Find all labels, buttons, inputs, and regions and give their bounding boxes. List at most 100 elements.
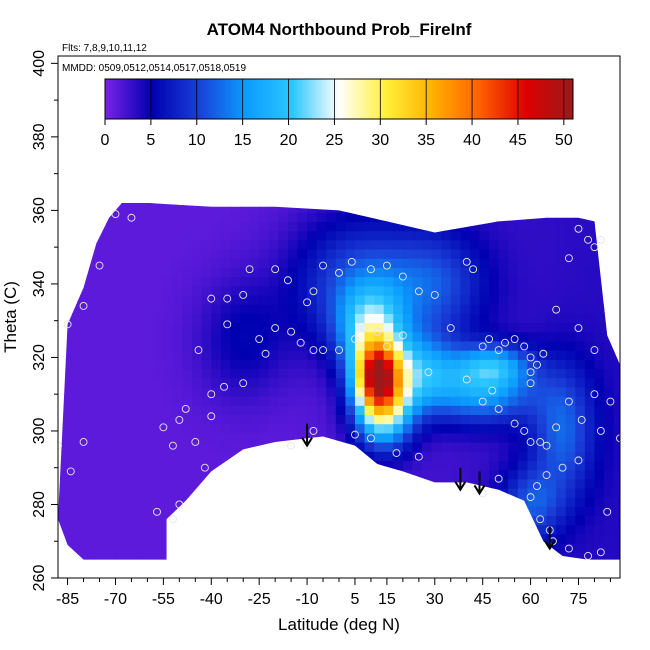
heatmap-cell: [96, 285, 107, 296]
heatmap-cell: [163, 230, 174, 241]
heatmap-cell: [153, 230, 164, 241]
heatmap-cell: [517, 203, 528, 213]
heatmap-cell: [96, 350, 107, 360]
heatmap-cell: [450, 285, 461, 296]
heatmap-cell: [182, 396, 193, 406]
heatmap-cell: [402, 203, 414, 213]
heatmap-cell: [287, 248, 299, 259]
heatmap-cell: [575, 423, 586, 434]
heatmap-cell: [536, 451, 548, 461]
heatmap-cell: [441, 478, 452, 489]
heatmap-cell: [115, 276, 126, 287]
heatmap-cell: [259, 285, 270, 296]
observation-point: [469, 265, 478, 274]
heatmap-cell: [383, 451, 394, 461]
heatmap-cell: [374, 487, 385, 498]
heatmap-cell: [335, 441, 346, 452]
heatmap-cell: [498, 203, 509, 204]
heatmap-cell: [105, 340, 117, 351]
heatmap-cell: [153, 478, 164, 489]
heatmap-cell: [393, 515, 404, 526]
heatmap-cell: [536, 414, 548, 425]
heatmap-cell: [297, 313, 308, 324]
observation-point: [616, 434, 620, 443]
heatmap-cell: [374, 248, 385, 259]
heatmap-cell: [182, 368, 193, 379]
heatmap-cell: [546, 552, 557, 560]
heatmap-cell: [527, 414, 538, 425]
heatmap-cell: [460, 212, 471, 223]
heatmap-cell: [192, 212, 203, 223]
x-tick-label: 60: [522, 591, 540, 608]
heatmap-cell: [393, 497, 404, 507]
heatmap-cell: [354, 203, 366, 204]
heatmap-cell: [536, 441, 548, 452]
heatmap-cell: [469, 377, 481, 388]
heatmap-cell: [67, 350, 78, 360]
heatmap-cell: [326, 405, 337, 416]
heatmap-cell: [604, 460, 615, 471]
heatmap-cell: [259, 451, 270, 461]
heatmap-cell: [584, 396, 596, 406]
heatmap-cell: [345, 524, 356, 535]
heatmap-cell: [268, 543, 279, 553]
heatmap-cell: [67, 460, 78, 471]
heatmap-cell: [584, 239, 596, 250]
heatmap-cell: [77, 515, 88, 526]
heatmap-cell: [105, 203, 117, 204]
heatmap-cell: [489, 285, 500, 296]
heatmap-cell: [335, 423, 346, 434]
heatmap-cell: [211, 515, 222, 526]
heatmap-cell: [86, 432, 97, 443]
heatmap-cell: [77, 267, 88, 278]
heatmap-cell: [489, 405, 500, 416]
heatmap-cell: [354, 423, 366, 434]
x-tick-label: -25: [248, 591, 271, 608]
heatmap-cell: [297, 414, 308, 425]
heatmap-cell: [479, 239, 490, 250]
heatmap-cell: [259, 313, 270, 324]
heatmap-cell: [268, 331, 279, 342]
heatmap-cell: [489, 276, 500, 287]
heatmap-cell: [489, 515, 500, 526]
heatmap-cell: [594, 368, 605, 379]
heatmap-cell: [584, 230, 596, 241]
heatmap-cell: [201, 552, 212, 560]
heatmap-cell: [96, 368, 107, 379]
heatmap-cell: [316, 478, 327, 489]
heatmap-cell: [489, 212, 500, 223]
heatmap-cell: [345, 515, 356, 526]
heatmap-cell: [345, 230, 356, 241]
heatmap-cell: [374, 432, 385, 443]
heatmap-cell: [307, 350, 318, 360]
heatmap-cell: [422, 423, 433, 434]
heatmap-cell: [354, 340, 366, 351]
heatmap-cell: [354, 396, 366, 406]
heatmap-cell: [460, 368, 471, 379]
heatmap-cell: [220, 533, 232, 544]
heatmap-cell: [96, 386, 107, 397]
heatmap-cell: [479, 368, 490, 379]
heatmap-cell: [374, 203, 385, 213]
heatmap-cell: [450, 276, 461, 287]
heatmap-cell: [115, 533, 126, 544]
heatmap-cell: [594, 533, 605, 544]
heatmap-cell: [354, 451, 366, 461]
heatmap-cell: [96, 396, 107, 406]
heatmap-cell: [422, 377, 433, 388]
heatmap-cell: [316, 487, 327, 498]
heatmap-cell: [77, 487, 88, 498]
heatmap-cell: [115, 285, 126, 296]
heatmap-cell: [96, 203, 107, 204]
heatmap-cell: [556, 533, 567, 544]
heatmap-cell: [604, 276, 615, 287]
heatmap-cell: [556, 506, 567, 517]
heatmap-cell: [201, 304, 212, 314]
heatmap-cell: [316, 304, 327, 314]
heatmap-cell: [364, 506, 375, 517]
heatmap-cell: [498, 451, 509, 461]
heatmap-cell: [249, 441, 260, 452]
heatmap-cell: [134, 451, 145, 461]
heatmap-cell: [326, 469, 337, 480]
heatmap-cell: [230, 331, 241, 342]
